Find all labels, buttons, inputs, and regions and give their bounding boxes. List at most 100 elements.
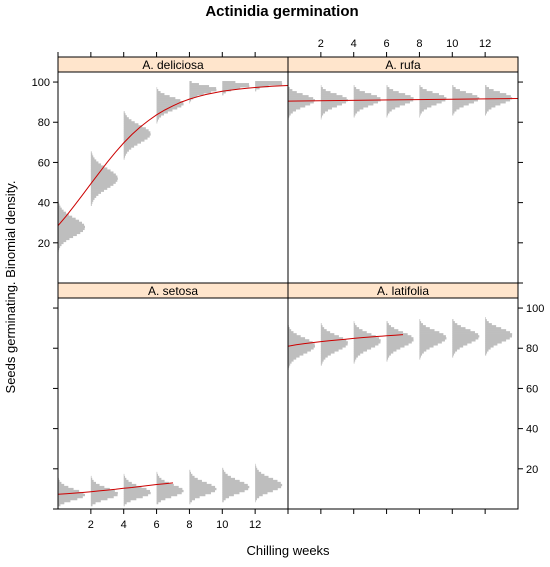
density-bar [452,99,478,102]
density-bar [156,117,160,120]
density-bar [90,165,105,168]
density-bar [90,197,95,200]
density-bar [485,109,489,112]
density-2 [353,85,381,118]
density-bar [123,495,143,499]
density-bar [156,483,174,487]
density-bar [485,331,511,334]
density-bar [452,335,480,338]
density-bar [419,327,430,330]
density-bar [419,335,446,338]
density-bar [189,475,195,479]
x-axis-label: Chilling weeks [246,543,330,558]
density-bar [58,225,85,229]
density-bar [320,347,343,350]
density-bar [386,113,389,116]
density-bar [485,111,487,114]
density-bar [353,355,358,358]
density-bar [386,339,414,342]
density-bar [90,503,93,507]
density-bar [90,167,108,170]
density-bar [419,101,442,104]
density-bar [353,89,360,92]
density-bar [156,479,165,483]
density-bar [353,95,377,98]
density-bar [255,81,282,84]
density-bar [320,327,325,330]
density-bar [58,235,74,239]
density-bar [123,157,125,160]
density-bar [58,203,60,206]
density-bar [58,243,62,247]
density-bar [58,233,77,237]
density-bar [419,107,428,110]
density-bar [320,91,331,94]
density-0 [288,325,315,370]
density-bar [58,211,66,214]
density-bar [320,353,331,356]
x-tick-label: 4 [121,519,127,531]
density-bar [320,101,347,104]
density-bar [255,485,282,489]
density-bar [58,501,65,505]
density-bar [485,85,487,88]
density-bar [320,363,322,366]
density-bar [452,95,478,98]
density-bar [452,321,455,324]
density-bar [90,485,105,489]
density-bar [58,503,61,507]
density-bar [222,493,234,497]
density-bar [353,321,355,324]
density-bar [485,99,511,102]
density-bar [58,241,64,245]
density-bar [353,347,372,350]
density-bar [189,93,204,96]
density-bar [485,323,492,326]
density-bar [222,485,250,489]
density-bar [288,103,311,106]
density-bar [353,113,356,116]
density-bar [156,493,178,497]
density-bar [320,115,323,118]
density-bar [90,199,94,202]
density-bar [485,335,513,338]
density-bar [123,131,151,134]
density-bar [485,105,496,108]
density-bar [386,351,394,354]
density-bar [288,339,310,342]
density-bar [123,493,149,497]
density-bar [419,347,430,350]
density-bar [90,161,99,164]
density-bar [156,489,184,493]
density-bar [123,117,129,120]
density-bar [255,471,262,475]
density-bar [90,179,118,182]
density-bar [123,489,151,493]
density-bar [255,491,268,495]
density-bar [189,99,192,102]
density-bar [123,143,138,146]
density-bar [123,111,125,114]
density-bar [255,465,257,469]
density-bar [386,93,406,96]
density-bar [123,501,127,505]
density-bar [288,363,291,366]
fitted-curve [57,482,174,495]
density-bar [58,485,69,489]
density-bar [189,499,192,503]
density-bar [123,153,126,156]
density-bar [452,113,454,116]
density-bar [419,89,427,92]
density-bar [288,355,300,358]
density-bar [90,151,92,154]
density-bar [189,101,191,104]
density-bar [189,95,198,98]
density-bar [156,475,160,479]
panel-frame [287,297,519,510]
density-bar [58,245,61,249]
density-1 [320,85,348,120]
density-bar [386,327,395,330]
density-bar [189,489,215,493]
density-bar [485,325,497,328]
